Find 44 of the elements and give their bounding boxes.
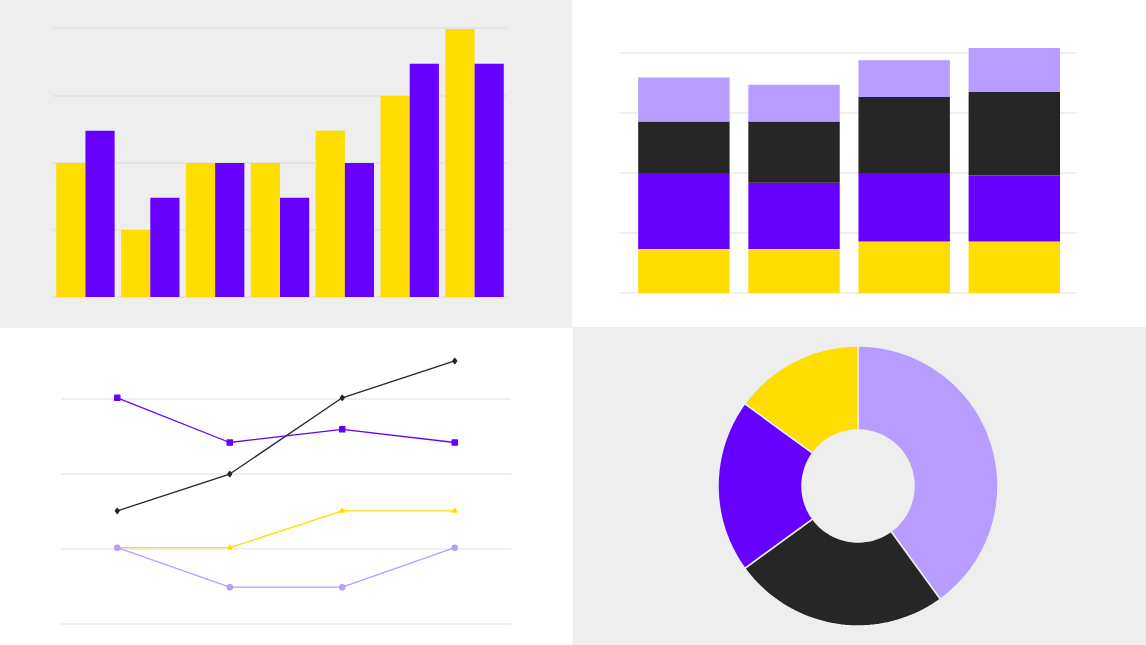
bar	[748, 84, 840, 122]
bar	[638, 77, 730, 122]
bar	[748, 182, 840, 249]
bar	[344, 162, 375, 297]
bar	[968, 175, 1061, 242]
bar	[185, 162, 216, 297]
point	[451, 507, 458, 513]
bar	[968, 241, 1061, 293]
bar	[858, 96, 950, 173]
bar	[638, 248, 730, 293]
bar	[858, 241, 950, 293]
bar	[638, 121, 730, 173]
point	[114, 394, 121, 402]
bar	[315, 130, 345, 297]
point	[114, 507, 120, 515]
bar	[748, 121, 840, 183]
point	[451, 544, 459, 551]
bar	[250, 162, 281, 297]
bar	[968, 92, 1061, 176]
bar	[121, 229, 151, 297]
point	[227, 470, 233, 478]
point	[339, 583, 346, 591]
point	[226, 583, 234, 591]
bar	[215, 162, 245, 297]
bar	[638, 172, 730, 249]
point	[339, 394, 345, 402]
bar	[380, 95, 410, 297]
bar	[150, 197, 180, 297]
bar	[409, 63, 439, 297]
bar	[748, 248, 840, 293]
point	[339, 507, 346, 513]
point	[339, 426, 346, 433]
bar	[85, 130, 115, 297]
bar	[858, 60, 950, 97]
point	[452, 357, 458, 365]
bar	[56, 162, 86, 297]
bar	[858, 172, 950, 242]
bar	[474, 63, 504, 297]
bar	[445, 28, 475, 297]
bar	[968, 47, 1061, 93]
point	[226, 439, 234, 446]
point	[226, 544, 233, 550]
point	[451, 439, 459, 446]
bar	[280, 197, 310, 297]
